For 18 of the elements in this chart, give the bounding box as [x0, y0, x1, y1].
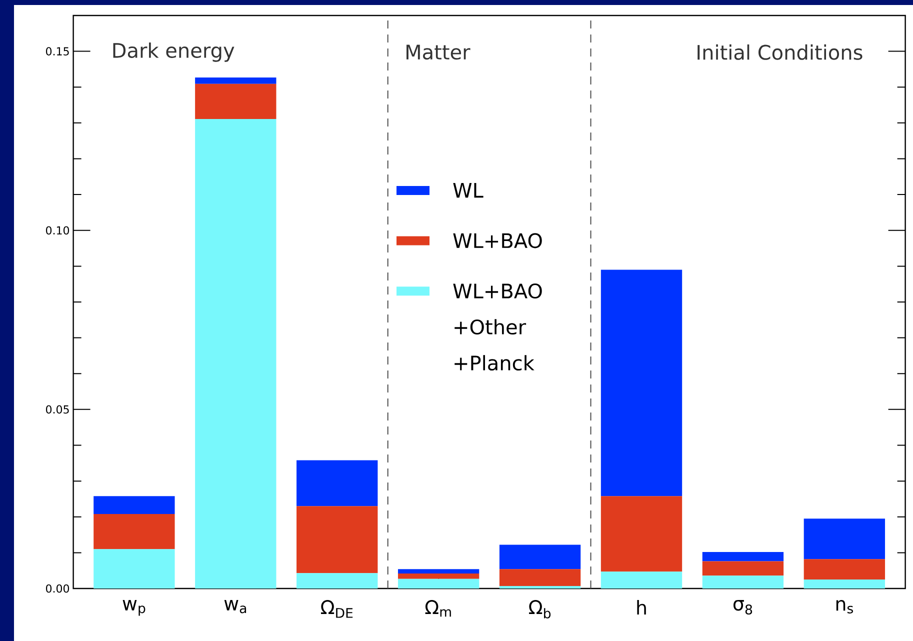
x-tick-label: w$_{p}$ — [122, 600, 146, 616]
x-tick-label: w$_{a}$ — [224, 600, 246, 614]
annotation: Initial Conditions — [698, 44, 862, 60]
x-tick-label: n$_{s}$ — [836, 600, 854, 614]
annotation: Dark energy — [113, 42, 234, 62]
x-tick-label: Ω$_{DE}$ — [321, 600, 353, 618]
x-tick-label: h — [637, 600, 646, 614]
y-tick-label: 0.15 — [46, 47, 69, 56]
legend-label: WL+BAO — [453, 233, 542, 248]
x-tick-label: Ω$_{m}$ — [425, 600, 451, 617]
annotation: Matter — [406, 44, 470, 60]
x-tick-label: Ω$_{b}$ — [529, 600, 551, 618]
y-tick-label: 0.00 — [46, 584, 70, 593]
x-tick-label: σ$_{8}$ — [734, 600, 752, 615]
y-tick-label: 0.05 — [46, 405, 69, 414]
legend-label: WL+BAO +Other +Planck — [453, 283, 542, 371]
y-tick-label: 0.10 — [46, 226, 70, 235]
legend-label: WL — [453, 183, 484, 198]
